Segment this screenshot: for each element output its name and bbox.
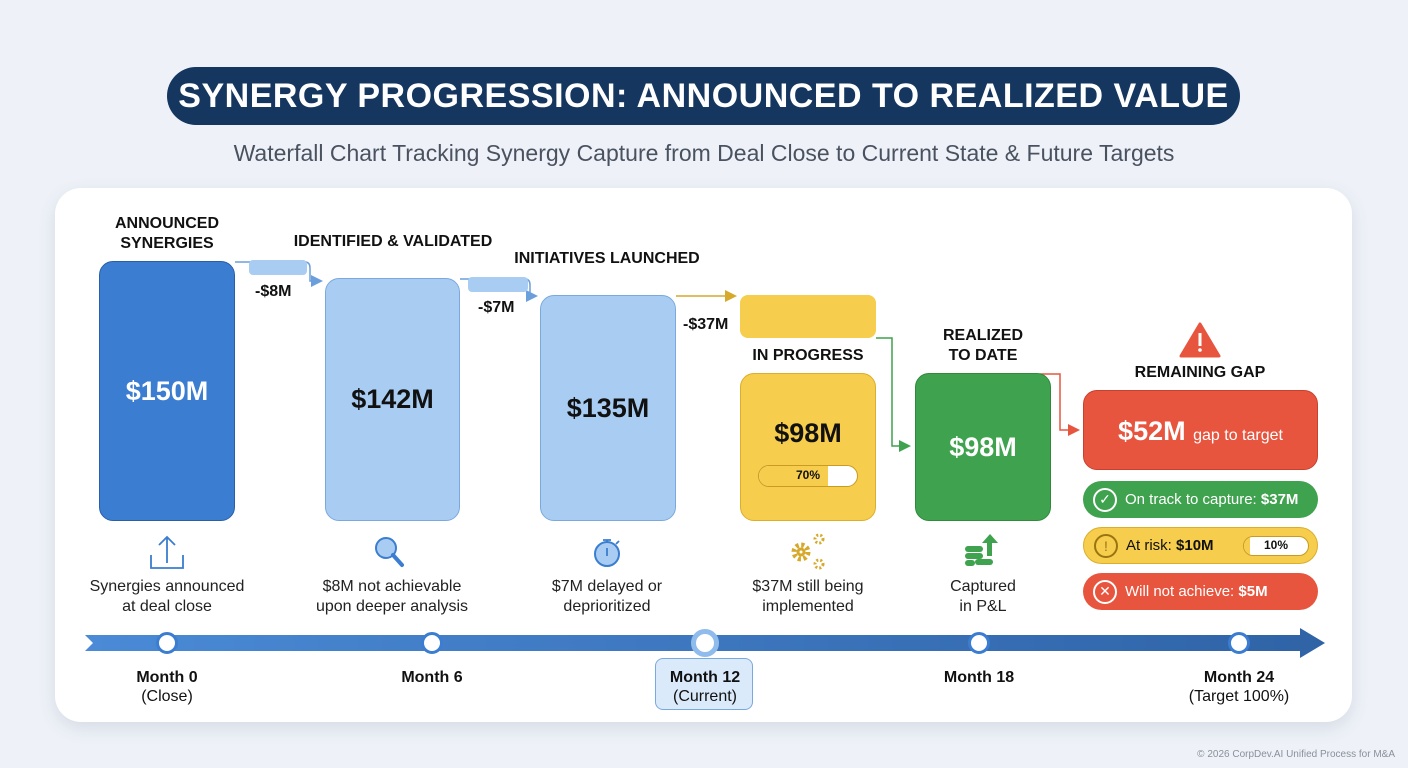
risk-label: 10% <box>1263 538 1289 552</box>
stage-label-initiatives: INITIATIVES LAUNCHED <box>514 250 700 267</box>
pill-label: At risk: <box>1126 537 1172 554</box>
timeline-label-month-12[interactable]: Month 12 (Current) <box>669 669 741 705</box>
pill-value: $5M <box>1238 583 1268 600</box>
stage-label-in-progress: IN PROGRESS <box>752 347 864 364</box>
timeline-node[interactable] <box>421 632 443 654</box>
pill-value: $37M <box>1260 491 1299 508</box>
bar-realized: $98M <box>915 373 1051 521</box>
exclamation-circle-icon: ! <box>1094 533 1118 558</box>
bar-value: $98M <box>949 431 1017 462</box>
page-title: SYNERGY PROGRESSION: ANNOUNCED TO REALIZ… <box>167 67 1240 125</box>
bar-identified: $142M <box>325 278 460 521</box>
gap-suffix: gap to target <box>1193 427 1283 444</box>
current-marker-box <box>655 658 753 710</box>
stage-label-gap: REMAINING GAP <box>1134 364 1266 381</box>
description: $7M delayed or deprioritized <box>551 578 663 615</box>
connector-3 <box>676 290 876 338</box>
progress-fill <box>759 465 828 486</box>
description: $8M not achievable upon deeper analysis <box>315 578 469 615</box>
timeline-label-month-18[interactable]: Month 18 <box>943 669 1015 686</box>
connector-1 <box>235 260 323 287</box>
pill-value: $10M <box>1176 537 1214 554</box>
pill-will-not-achieve: ✕ Will not achieve: $5M <box>1083 573 1318 610</box>
progress-bar: 70% <box>758 464 858 487</box>
bar-initiatives: $135M <box>540 295 676 521</box>
connector-5 <box>1040 373 1080 436</box>
stopwatch-icon <box>594 539 620 567</box>
pill-on-track: ✓ On track to capture: $37M <box>1083 481 1318 518</box>
delta-label: -$37M <box>683 316 729 333</box>
magnifier-icon <box>375 537 404 567</box>
timeline-label-month-24[interactable]: Month 24 (Target 100%) <box>1188 669 1290 705</box>
check-circle-icon: ✓ <box>1093 487 1117 512</box>
stage-label-realized: REALIZED TO DATE <box>943 327 1023 364</box>
bar-value: $52M <box>1118 416 1186 446</box>
x-circle-icon: ✕ <box>1093 579 1117 604</box>
risk-bar: 10% <box>1243 536 1309 556</box>
description: Captured in P&L <box>950 578 1016 615</box>
stage-label-identified: IDENTIFIED & VALIDATED <box>293 233 493 250</box>
coins-arrow-icon <box>965 534 998 566</box>
bar-value: $135M <box>566 392 650 423</box>
timeline-label-month-0[interactable]: Month 0 (Close) <box>136 669 198 705</box>
delta-label: -$8M <box>255 283 292 300</box>
footer-copyright: © 2026 CorpDev.AI Unified Process for M&… <box>1197 749 1395 760</box>
upload-icon <box>150 535 184 569</box>
bar-value: $142M <box>351 384 434 414</box>
warning-icon <box>1179 322 1221 358</box>
page-subtitle: Waterfall Chart Tracking Synergy Capture… <box>233 140 1175 166</box>
stage-label-announced: ANNOUNCED SYNERGIES <box>115 215 219 252</box>
description: Synergies announced at deal close <box>89 578 245 615</box>
bar-remaining-gap: $52M gap to target <box>1083 390 1318 470</box>
bar-in-progress: $98M 70% <box>740 373 876 521</box>
bar-announced: $150M <box>99 261 235 521</box>
pill-label: On track to capture: <box>1125 491 1257 508</box>
timeline-node[interactable] <box>1228 632 1250 654</box>
timeline-node[interactable] <box>691 629 719 657</box>
risk-fill <box>1244 537 1251 555</box>
connector-2 <box>460 277 538 302</box>
delta-label: -$7M <box>478 299 515 316</box>
timeline-node[interactable] <box>156 632 178 654</box>
bar-value: $98M <box>774 417 842 448</box>
timeline-node[interactable] <box>968 632 990 654</box>
pill-at-risk: ! At risk: $10M 10% <box>1083 527 1318 564</box>
gears-icon <box>791 533 825 570</box>
pill-label: Will not achieve: <box>1125 583 1235 600</box>
bar-value: $150M <box>125 375 209 406</box>
progress-label: 70% <box>795 467 821 482</box>
description: $37M still being implemented <box>752 578 864 615</box>
connector-4 <box>876 337 911 452</box>
timeline-label-month-6[interactable]: Month 6 <box>401 669 463 686</box>
